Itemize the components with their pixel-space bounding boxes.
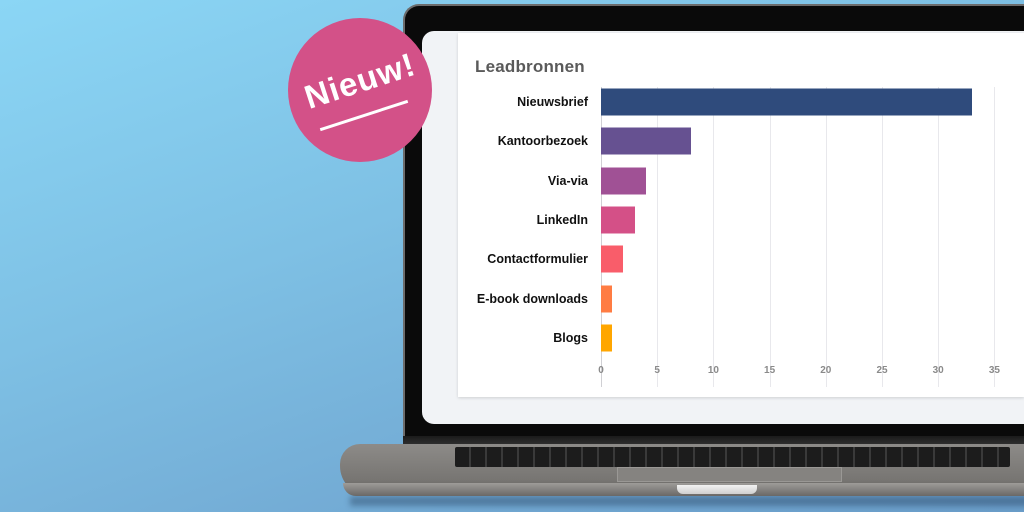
gridline — [657, 87, 659, 387]
bar-via-via[interactable] — [601, 167, 646, 195]
bar-blogs[interactable] — [601, 324, 613, 352]
x-tick-label: 0 — [598, 365, 604, 376]
gridline — [882, 87, 883, 387]
category-label: E-book downloads — [476, 291, 588, 306]
category-label: LinkedIn — [536, 212, 588, 227]
bar-kantoorbezoek[interactable] — [601, 127, 691, 155]
bar-nieuwsbrief[interactable] — [601, 88, 972, 116]
category-label: Nieuwsbrief — [517, 95, 588, 109]
new-badge: Nieuw! — [288, 18, 432, 162]
chart-card: Leadbronnen 0 5 10 15 20 25 30 35 Nieuwsbrief Kan… — [458, 33, 1024, 397]
laptop-hinge — [403, 436, 1024, 446]
bar-e-book-downloads[interactable] — [601, 285, 613, 312]
keyboard — [455, 447, 1010, 467]
x-tick-label: 10 — [707, 365, 719, 376]
x-tick-label: 5 — [654, 365, 660, 376]
category-label: Via-via — [547, 173, 588, 188]
y-axis-line — [601, 87, 602, 387]
gridline — [994, 87, 996, 387]
trackpad — [617, 467, 842, 482]
bar-chart: 0 5 10 15 20 25 30 35 Nieuwsbrief Kantoorbezoek Vi… — [458, 33, 1024, 397]
gridline — [713, 87, 715, 387]
bar-linkedin[interactable] — [601, 206, 635, 234]
gridline — [769, 87, 771, 387]
category-label: Blogs — [553, 330, 588, 345]
x-tick-label: 15 — [764, 365, 776, 376]
x-tick-label: 30 — [932, 365, 944, 376]
x-tick-label: 35 — [988, 365, 1000, 376]
gridline — [938, 87, 940, 387]
x-tick-label: 25 — [876, 365, 888, 376]
chart-title: Leadbronnen — [475, 57, 585, 76]
new-badge-label: Nieuw! — [299, 45, 420, 116]
laptop-notch — [677, 485, 757, 494]
category-label: Kantoorbezoek — [497, 134, 588, 149]
bar-contactformulier[interactable] — [601, 245, 624, 273]
category-label: Contactformulier — [487, 252, 588, 267]
gridline — [825, 87, 827, 387]
x-tick-label: 20 — [820, 365, 832, 376]
laptop-shadow — [350, 496, 1024, 506]
